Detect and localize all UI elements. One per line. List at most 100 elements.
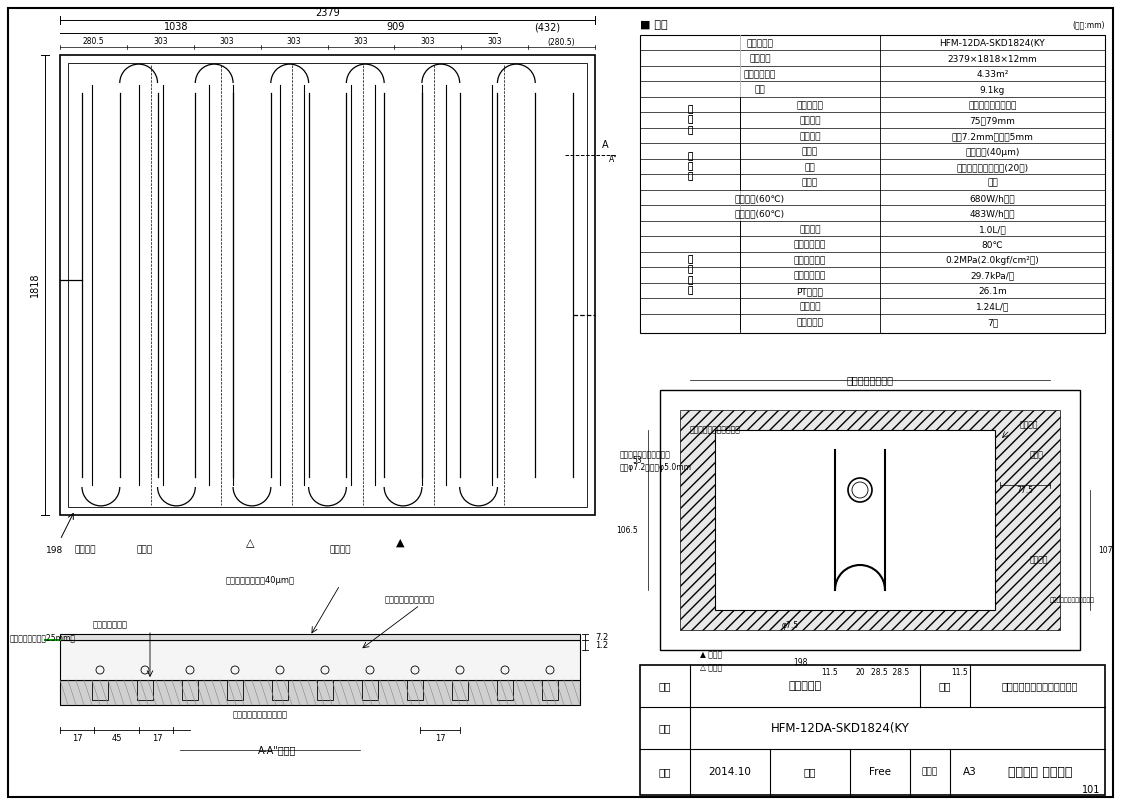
Text: 4.33m²: 4.33m² [976,70,1009,79]
Text: ポリスチレン発泡体(20倍): ポリスチレン発泡体(20倍) [956,163,1029,172]
Text: 303: 303 [220,38,234,47]
Text: Free: Free [869,767,891,777]
Bar [61,640,580,680]
Text: 303: 303 [420,38,435,47]
Text: 型式: 型式 [659,723,671,733]
Text: 280.5: 280.5 [83,38,104,47]
Bar [61,680,580,705]
Text: 外形寨法図: 外形寨法図 [788,681,822,691]
Text: 釘打検知用信号線貼付位置: 釘打検知用信号線貼付位置 [1050,597,1095,603]
Text: 外径φ7.2・内径φ5.0mm: 外径φ7.2・内径φ5.0mm [620,463,692,472]
Text: A: A [602,140,609,150]
Bar [137,680,152,700]
Text: 質量: 質量 [754,86,766,95]
Bar [226,680,243,700]
Text: 483W/h・枚: 483W/h・枚 [970,210,1016,219]
Text: 標準流量: 標準流量 [799,225,821,234]
Text: マ
ッ
ト: マ ッ ト [687,152,693,182]
Text: 放
熱
管: 放 熱 管 [687,105,693,135]
Text: ▲ 山折り: ▲ 山折り [700,650,722,659]
Text: A3: A3 [963,767,976,777]
Bar [452,680,467,700]
Bar [641,145,739,189]
Text: 品名: 品名 [938,681,952,691]
Text: 表面材: 表面材 [802,148,818,157]
Text: 管サイズ: 管サイズ [799,132,821,141]
Text: 架橋ポリエチレンパイプ: 架橋ポリエチレンパイプ [232,711,287,720]
Text: 投入熱量(60℃): 投入熱量(60℃) [735,194,785,203]
Text: マ
ッ
ト: マ ッ ト [687,152,693,182]
Bar [640,665,1105,795]
Text: 尺度: 尺度 [804,767,816,777]
Text: 小小根太: 小小根太 [1030,555,1048,564]
Text: φ7.5: φ7.5 [781,621,798,630]
Text: ヘッダー: ヘッダー [74,546,95,555]
Text: 9.1kg: 9.1kg [980,86,1006,95]
Text: 1.24L/枚: 1.24L/枚 [976,303,1009,312]
Text: 小根太入りハード温水マット: 小根太入りハード温水マット [1002,681,1078,691]
Text: 1038: 1038 [165,22,188,32]
Text: 作成: 作成 [659,767,671,777]
Text: 基材: 基材 [805,163,815,172]
Text: 暖房能力(60℃): 暖房能力(60℃) [735,210,785,219]
Text: (単位:mm): (単位:mm) [1073,20,1105,30]
Text: 最高使用圧力: 最高使用圧力 [794,256,826,266]
Text: 0.2MPa(2.0kgf/cm²　): 0.2MPa(2.0kgf/cm² ) [946,256,1039,266]
Text: グリーンライン（25mm）: グリーンライン（25mm） [10,634,76,642]
Text: ヘッダー: ヘッダー [1020,420,1038,430]
Text: 303: 303 [152,38,168,47]
Text: 107: 107 [1097,546,1112,555]
Text: 198: 198 [46,546,64,555]
Text: 7本: 7本 [986,318,998,328]
Text: 80℃: 80℃ [982,241,1003,250]
Text: 標準流量抵抗: 標準流量抵抗 [794,272,826,281]
Text: 放
熱
管: 放 熱 管 [687,105,693,135]
Text: 小根太溝数: 小根太溝数 [797,318,824,328]
Text: サイズ: サイズ [921,767,938,777]
Text: A-A"詳細図: A-A"詳細図 [258,745,297,755]
Text: ヘッダー部詳細図: ヘッダー部詳細図 [846,375,893,385]
Text: 管ピッチ: 管ピッチ [799,117,821,126]
Bar [541,680,558,700]
Text: 26.1m: 26.1m [979,287,1007,296]
Text: 20: 20 [855,667,864,676]
Text: 17: 17 [151,733,163,742]
Bar [497,680,513,700]
Text: 小根太: 小根太 [137,546,154,555]
Text: ■ 仕様: ■ 仕様 [640,20,668,30]
Text: バンド: バンド [1030,451,1044,460]
Text: A": A" [609,155,618,164]
Bar [362,680,378,700]
Text: (280.5): (280.5) [548,38,575,47]
Text: 7.2: 7.2 [595,633,609,642]
Text: 1818: 1818 [30,273,40,297]
Text: 2379×1818×12mm: 2379×1818×12mm [947,55,1037,64]
Bar [61,55,595,515]
Text: 101: 101 [1082,785,1100,795]
Text: 75～79mm: 75～79mm [970,117,1016,126]
Text: PT相当長: PT相当長 [797,287,824,296]
Text: なし: なし [988,179,998,188]
Text: 303: 303 [353,38,369,47]
Bar [641,98,739,142]
Text: 表面材（アルミ箔40μm）: 表面材（アルミ箔40μm） [225,576,295,584]
Bar [68,63,587,507]
Text: 680W/h・枚: 680W/h・枚 [970,194,1016,203]
Text: 303: 303 [287,38,302,47]
Bar [715,430,995,610]
Text: 53: 53 [632,456,642,464]
Text: 外形寨法: 外形寨法 [749,55,771,64]
Text: 名称・型式: 名称・型式 [747,39,773,48]
Bar [317,680,333,700]
Text: 11.5: 11.5 [822,667,839,676]
Text: 28.5  28.5: 28.5 28.5 [871,667,909,676]
Text: HFM-12DA-SKD1824(KY: HFM-12DA-SKD1824(KY [770,721,909,734]
Text: 198: 198 [793,658,807,667]
Text: 1.2: 1.2 [595,641,608,650]
Text: 1.0L/分: 1.0L/分 [979,225,1007,234]
Text: アルミ箔(40μm): アルミ箔(40μm) [965,148,1020,157]
Text: 2014.10: 2014.10 [708,767,751,777]
Bar [680,410,1060,630]
Text: (432): (432) [534,22,559,32]
Bar [407,680,423,700]
